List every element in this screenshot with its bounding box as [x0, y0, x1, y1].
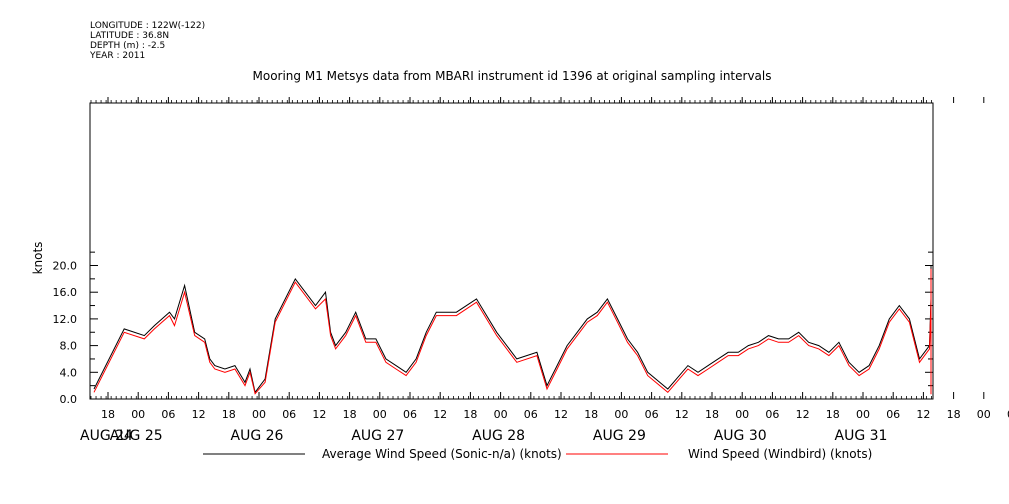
x-date-label: AUG 24: [80, 428, 133, 444]
x-hour-label: 06: [765, 408, 779, 421]
x-hour-label: 12: [312, 408, 326, 421]
x-hour-label: 00: [977, 408, 991, 421]
x-hour-label: 12: [675, 408, 689, 421]
y-tick-label: 8.0: [60, 340, 78, 353]
x-hour-label: 18: [463, 408, 477, 421]
x-hour-label: 06: [1007, 408, 1009, 421]
x-hour-label: 00: [614, 408, 628, 421]
series-line-windbird: [93, 268, 932, 395]
x-hour-label: 18: [826, 408, 840, 421]
longitude-text: LONGITUDE : 122W(-122): [90, 21, 206, 31]
x-date-label: AUG 29: [593, 428, 646, 444]
x-hour-label: 12: [433, 408, 447, 421]
x-hour-label: 12: [796, 408, 810, 421]
x-hour-label: 06: [403, 408, 417, 421]
x-hour-label: 00: [252, 408, 266, 421]
plot-frame: [89, 102, 934, 400]
x-date-label: AUG 26: [231, 428, 284, 444]
y-tick-label: 20.0: [53, 260, 78, 273]
x-hour-label: 00: [373, 408, 387, 421]
year-text: YEAR : 2011: [90, 51, 146, 61]
x-date-label: AUG 30: [714, 428, 767, 444]
x-hour-label: 00: [494, 408, 508, 421]
axes-group: 0.0 4.0 8.0 12.0 16.0 20.0 18 00 06 12 18 00 06 12 18 0…: [53, 97, 1009, 444]
legend-label-average: Average Wind Speed (Sonic-n/a) (knots): [322, 447, 562, 461]
x-date-label: AUG 25: [110, 428, 163, 444]
x-hour-label: 18: [584, 408, 598, 421]
y-axis-label: knots: [31, 242, 45, 275]
depth-text: DEPTH (m) : -2.5: [90, 41, 166, 51]
y-tick-label: 16.0: [53, 286, 78, 299]
x-hour-label: 18: [222, 408, 236, 421]
x-hour-label: 12: [916, 408, 930, 421]
x-hour-label: 18: [101, 408, 115, 421]
x-hour-label: 06: [161, 408, 175, 421]
x-date-label: AUG 28: [472, 428, 525, 444]
chart-title: Mooring M1 Metsys data from MBARI instru…: [253, 69, 772, 83]
legend-label-windbird: Wind Speed (Windbird) (knots): [688, 447, 872, 461]
x-hour-label: 18: [343, 408, 357, 421]
x-hour-label: 06: [524, 408, 538, 421]
x-hour-label: 06: [645, 408, 659, 421]
y-tick-label: 0.0: [60, 393, 78, 406]
latitude-text: LATITUDE : 36.8N: [90, 31, 170, 41]
x-hour-label: 18: [947, 408, 961, 421]
x-hour-label: 12: [192, 408, 206, 421]
x-hour-label: 18: [705, 408, 719, 421]
y-tick-label: 12.0: [53, 313, 78, 326]
x-hour-label: 06: [886, 408, 900, 421]
x-hour-label: 12: [554, 408, 568, 421]
x-hour-label: 06: [282, 408, 296, 421]
series-group: [93, 265, 932, 395]
x-hour-label: 00: [856, 408, 870, 421]
x-hour-label: 00: [735, 408, 749, 421]
x-hour-label: 00: [131, 408, 145, 421]
y-tick-label: 4.0: [60, 366, 78, 379]
metadata-block: LONGITUDE : 122W(-122) LATITUDE : 36.8N …: [90, 21, 205, 61]
x-date-label: AUG 31: [835, 428, 888, 444]
x-date-label: AUG 27: [351, 428, 404, 444]
series-line-average: [93, 265, 932, 394]
legend: Average Wind Speed (Sonic-n/a) (knots) W…: [203, 447, 872, 461]
